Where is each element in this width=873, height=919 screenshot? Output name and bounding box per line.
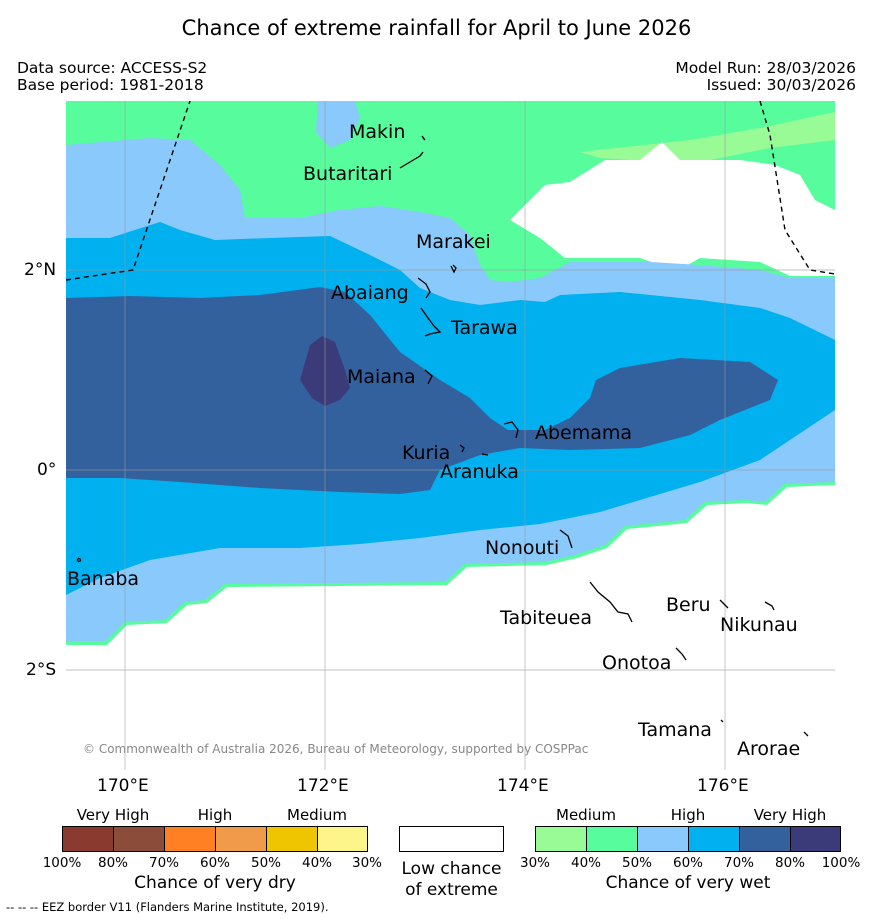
place-label-marakei: Marakei (416, 231, 491, 253)
graticule (66, 101, 835, 770)
lat-label-0: 0° (37, 460, 57, 480)
place-label-tamana: Tamana (638, 719, 712, 741)
place-label-butaritari: Butaritari (303, 163, 393, 185)
place-label-abaiang: Abaiang (331, 282, 409, 304)
lon-label-174e: 174°E (497, 776, 549, 796)
low-chance-region-south (66, 485, 835, 770)
low-chance-region (510, 142, 835, 276)
tamana-coast (720, 719, 724, 723)
dry-tick-70: 70% (148, 855, 179, 871)
dry-category-medium: Medium (287, 806, 347, 824)
low-caption-line1: Low chance (401, 859, 502, 879)
place-label-tarawa: Tarawa (451, 317, 518, 339)
dry-tick-60: 60% (199, 855, 230, 871)
tabiteuea-coast (589, 581, 633, 623)
place-label-nonouti: Nonouti (485, 537, 560, 559)
place-label-beru: Beru (666, 594, 711, 616)
wet-swatch-1 (535, 826, 587, 852)
wet-tick-40: 40% (570, 855, 601, 871)
issued-date: Issued: 30/03/2026 (706, 76, 856, 94)
wet-category-high: High (670, 806, 706, 824)
base-period: Base period: 1981-2018 (17, 76, 204, 94)
eez-border-note: -- -- -- EEZ border V11 (Flanders Marine… (6, 900, 329, 914)
tarawa-coast (420, 307, 442, 337)
place-label-aranuka: Aranuka (440, 461, 519, 483)
wet-tick-70: 70% (723, 855, 754, 871)
maiana-coast (424, 369, 433, 385)
wet-category-medium: Medium (556, 806, 616, 824)
dry-tick-30: 30% (351, 855, 382, 871)
nonouti-coast (559, 529, 573, 549)
place-label-kuria: Kuria (402, 442, 451, 464)
dry-tick-80: 80% (97, 855, 128, 871)
dry-category-high: High (197, 806, 233, 824)
lon-label-170e: 170°E (97, 776, 149, 796)
wet-tick-60: 60% (672, 855, 703, 871)
dry-category-very-high: Very High (76, 806, 150, 824)
wet-30-region (580, 112, 835, 162)
dry-tick-100: 100% (42, 855, 82, 871)
kuria-coast (459, 444, 465, 453)
dry-caption: Chance of very dry (134, 873, 296, 893)
dry-swatch-4 (215, 826, 267, 852)
nikunau-coast (764, 601, 775, 611)
lat-label-2n: 2°N (24, 260, 57, 280)
dry-tick-50: 50% (250, 855, 281, 871)
place-label-onotoa: Onotoa (602, 652, 672, 674)
wet-tick-100: 100% (821, 855, 861, 871)
marakei-coast (450, 264, 457, 274)
place-label-banaba: Banaba (67, 568, 140, 590)
wet-swatch-3 (637, 826, 689, 852)
onotoa-coast (675, 647, 687, 661)
place-label-maiana: Maiana (347, 366, 416, 388)
wet-tick-30: 30% (519, 855, 550, 871)
wet-caption: Chance of very wet (605, 873, 771, 893)
low-caption-line2: of extreme (405, 880, 498, 900)
map-title: Chance of extreme rainfall for April to … (181, 16, 692, 40)
dry-swatch-2 (113, 826, 165, 852)
model-run: Model Run: 28/03/2026 (675, 59, 856, 77)
data-source: Data source: ACCESS-S2 (17, 59, 208, 77)
eez-borders (66, 101, 835, 281)
beru-coast (719, 599, 729, 609)
dry-swatch-3 (164, 826, 216, 852)
makin-coast (421, 135, 426, 141)
data-source-info: Data source: ACCESS-S2 Base period: 1981… (17, 60, 207, 94)
place-label-arorae: Arorae (737, 738, 801, 760)
wet-tick-80: 80% (774, 855, 805, 871)
aranuka-coast (481, 453, 489, 456)
copyright-notice: © Commonwealth of Australia 2026, Bureau… (83, 742, 589, 756)
wet-70-region (66, 287, 778, 494)
wet-swatch-4 (688, 826, 740, 852)
island-coastlines (76, 135, 809, 737)
low-caption: Low chance of extreme (399, 859, 504, 901)
abemama-coast (503, 421, 519, 439)
wet-swatch-2 (586, 826, 638, 852)
place-label-abemama: Abemama (535, 422, 633, 444)
place-label-makin: Makin (349, 121, 406, 143)
wet-category-very-high: Very High (753, 806, 827, 824)
model-run-info: Model Run: 28/03/2026 Issued: 30/03/2026 (675, 60, 856, 94)
wet-50-region-north (316, 101, 360, 148)
arorae-coast (803, 731, 809, 737)
dry-swatch-1 (62, 826, 114, 852)
low-swatch (399, 826, 504, 852)
abaiang-coast (417, 277, 431, 299)
dry-tick-40: 40% (301, 855, 332, 871)
place-label-nikunau: Nikunau (720, 614, 798, 636)
dry-swatch-6 (317, 826, 368, 852)
place-label-tabiteuea: Tabiteuea (500, 607, 592, 629)
lat-label-2s: 2°S (26, 660, 57, 680)
banaba-coast (76, 557, 82, 563)
wet-tick-50: 50% (621, 855, 652, 871)
wet-swatch-5 (739, 826, 791, 852)
wet-swatch-6 (790, 826, 841, 852)
lon-label-176e: 176°E (697, 776, 749, 796)
rainfall-probability-field (66, 101, 835, 770)
eez-border-west (66, 101, 191, 281)
butaritari-coast (399, 151, 424, 169)
lon-label-172e: 172°E (297, 776, 349, 796)
dry-swatch-5 (266, 826, 318, 852)
